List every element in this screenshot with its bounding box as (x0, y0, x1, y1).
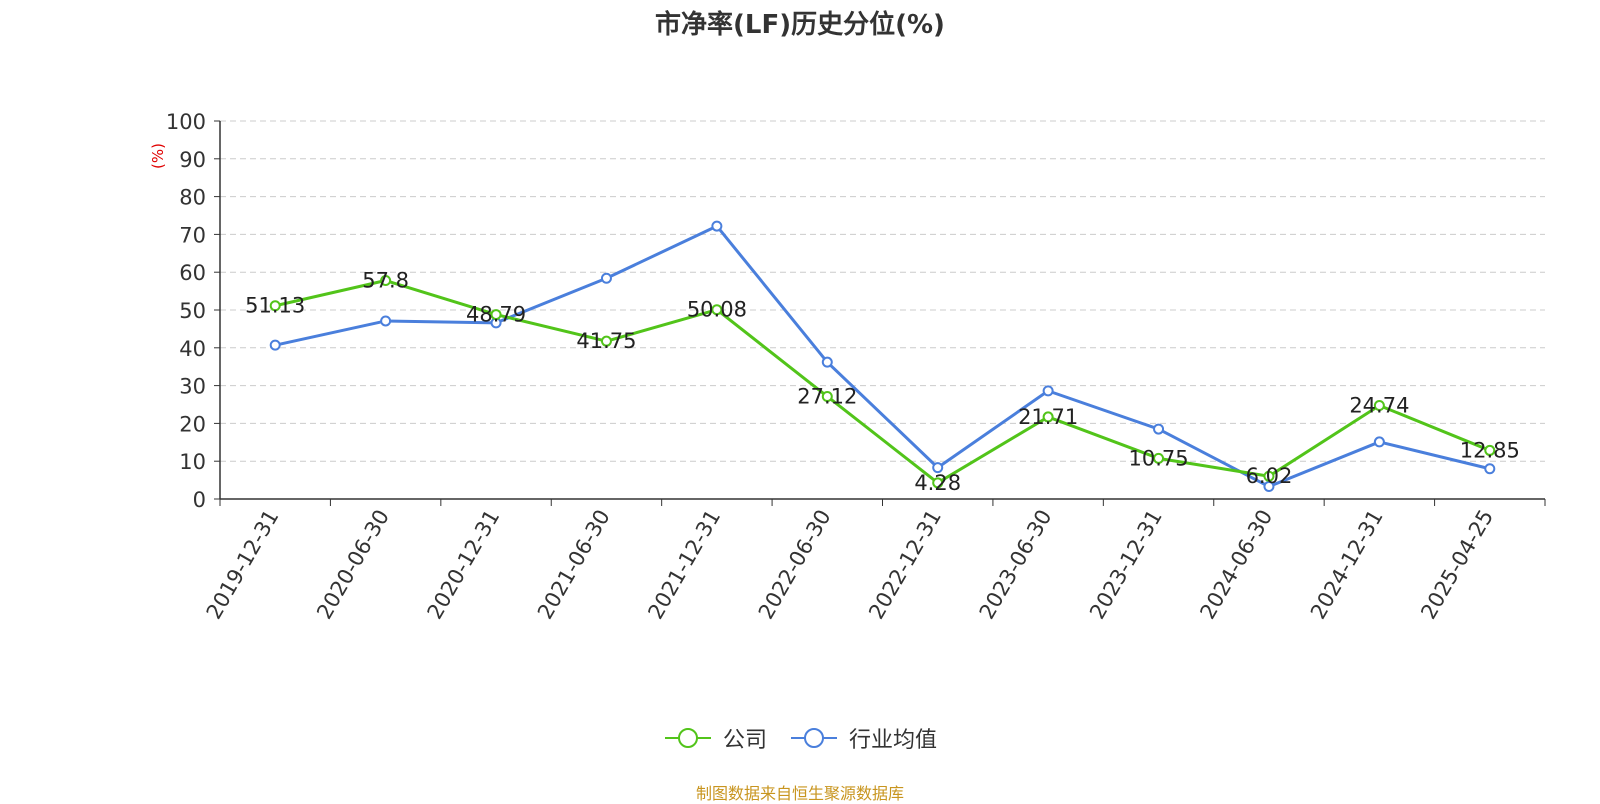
data-point-industry-average (600, 272, 612, 284)
x-tick-label: 2024-12-31 (1306, 506, 1388, 624)
data-point-company (1484, 444, 1496, 456)
data-point-company (711, 304, 723, 316)
series-line-industry-average (274, 224, 1491, 489)
data-label: 4.28 (914, 471, 961, 495)
data-point-company (490, 309, 502, 321)
x-tick-label: 2019-12-31 (202, 506, 284, 624)
x-tick-label: 2021-12-31 (643, 506, 725, 624)
legend-label-industry-average: 行业均值 (849, 728, 938, 753)
legend-item-company[interactable]: 公司 (663, 722, 767, 754)
data-point-industry-average (821, 356, 833, 368)
data-label: 50.08 (687, 298, 747, 322)
data-point-industry-average (1153, 423, 1165, 435)
legend-marker-industry-average (791, 728, 837, 748)
y-tick-label: 70 (179, 223, 206, 247)
data-point-industry-average (269, 339, 281, 351)
chart-title: 市净率(LF)历史分位(%) (655, 10, 945, 40)
data-label: 6.02 (1246, 464, 1293, 488)
x-tick-label: 2023-12-31 (1085, 506, 1167, 624)
x-tick-label: 2022-12-31 (864, 506, 946, 624)
data-point-industry-average (711, 220, 723, 232)
x-tick-label: 2021-06-30 (533, 506, 615, 624)
x-tick-label: 2025-04-25 (1416, 506, 1498, 624)
data-point-industry-average (1373, 436, 1385, 448)
data-point-company (1263, 470, 1275, 482)
data-label: 48.79 (466, 303, 526, 327)
data-label: 10.75 (1128, 446, 1188, 470)
data-point-company (932, 477, 944, 489)
data-label: 24.74 (1349, 393, 1409, 417)
data-source-note: 制图数据来自恒生聚源数据库 (695, 784, 904, 803)
data-point-company (1042, 411, 1054, 423)
data-point-industry-average (1484, 463, 1496, 475)
y-tick-label: 90 (179, 148, 206, 172)
y-tick-label: 60 (179, 261, 206, 285)
x-tick-label: 2020-12-31 (423, 506, 505, 624)
x-tick-label: 2024-06-30 (1195, 506, 1277, 624)
data-label: 12.85 (1460, 438, 1520, 462)
data-point-company (600, 335, 612, 347)
y-tick-label: 10 (179, 450, 206, 474)
legend-label-company: 公司 (722, 728, 767, 753)
data-point-industry-average (1263, 481, 1275, 493)
data-point-industry-average (932, 462, 944, 474)
x-tick-label: 2020-06-30 (312, 506, 394, 624)
data-label: 41.75 (576, 329, 636, 353)
y-tick-label: 80 (179, 186, 206, 210)
data-point-company (821, 390, 833, 402)
data-label: 57.8 (362, 269, 409, 293)
y-tick-label: 20 (179, 412, 206, 436)
data-label: 51.13 (245, 294, 305, 318)
y-axis-label: (%) (149, 143, 167, 169)
legend-marker-company (664, 728, 711, 748)
series-line-company (274, 279, 1491, 485)
y-tick-label: 30 (179, 375, 206, 399)
data-point-company (1153, 452, 1165, 464)
y-tick-label: 50 (179, 299, 206, 323)
legend: 公司 行业均值 (0, 722, 1600, 754)
data-point-company (1373, 399, 1385, 411)
data-point-industry-average (380, 315, 392, 327)
y-tick-label: 40 (179, 337, 206, 361)
x-tick-label: 2023-06-30 (975, 506, 1057, 624)
data-label: 27.12 (797, 384, 857, 408)
data-point-industry-average (1042, 385, 1054, 397)
y-tick-label: 100 (166, 110, 206, 134)
data-label: 21.71 (1018, 405, 1078, 429)
data-point-company (380, 275, 392, 287)
legend-item-industry-average[interactable]: 行业均值 (789, 722, 937, 754)
data-point-company (269, 300, 281, 312)
x-tick-label: 2022-06-30 (754, 506, 836, 624)
y-tick-label: 0 (193, 488, 206, 512)
